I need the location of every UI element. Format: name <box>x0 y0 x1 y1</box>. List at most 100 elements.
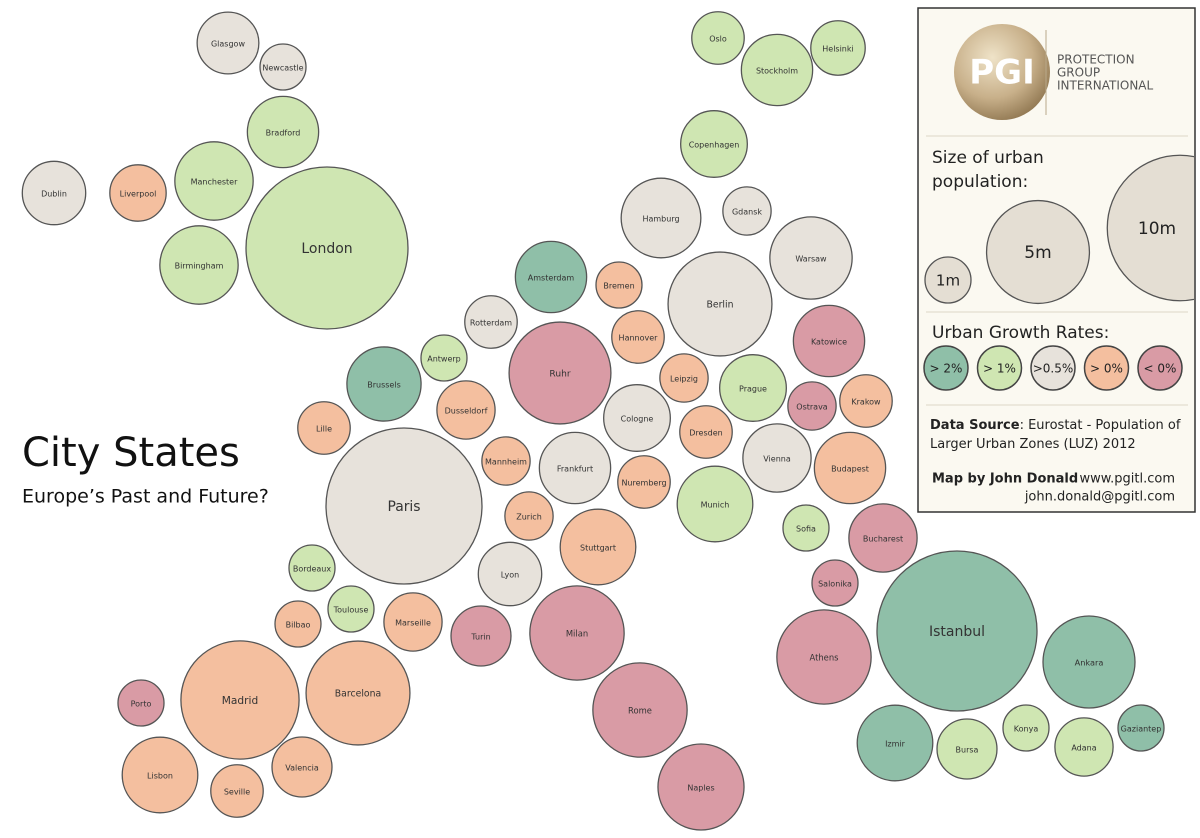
city-label: Barcelona <box>335 689 381 700</box>
email: john.donald@pgitl.com <box>1024 490 1175 505</box>
city-bubble <box>680 110 748 178</box>
size-swatch <box>985 199 1091 305</box>
city-label: Hannover <box>619 334 659 343</box>
city-label: Lyon <box>501 571 519 580</box>
city-label: Bradford <box>266 129 301 138</box>
city-bubble <box>810 20 866 76</box>
city-bubbles: Glasgow Newcastle Bradford Dublin Liverpool M… <box>21 11 1165 831</box>
city-bubble <box>742 423 812 493</box>
city-bubble <box>514 240 588 314</box>
growth-title: Urban Growth Rates: <box>932 323 1109 343</box>
city-bubble <box>776 609 872 705</box>
credit: Map by John Donald <box>932 472 1078 487</box>
growth-swatch <box>1137 345 1183 391</box>
size-title-box: Size of urban population: <box>932 148 1044 192</box>
size-label: 5m <box>1024 243 1051 263</box>
city-bubble <box>603 384 671 452</box>
source-label: Data Source <box>930 418 1020 433</box>
city-label: Hamburg <box>642 215 679 224</box>
city-label: Leipzig <box>670 375 698 384</box>
city-label: Bordeaux <box>293 565 332 574</box>
logo-mark: PGI <box>969 53 1034 93</box>
city-label: Toulouse <box>333 606 369 615</box>
city-bubble <box>848 503 918 573</box>
city-bubble <box>620 177 702 259</box>
city-label: Milan <box>566 629 588 639</box>
city-label: Newcastle <box>262 64 303 73</box>
city-label: Berlin <box>707 300 734 311</box>
source: Data Source: Eurostat - Population of La… <box>930 416 1188 454</box>
city-label: Porto <box>131 700 152 709</box>
logo-name: PROTECTION <box>1057 53 1135 67</box>
city-bubble <box>839 374 893 428</box>
city-bubble <box>659 353 709 403</box>
city-label: Budapest <box>831 465 869 474</box>
legend: PGI PROTECTION GROUP INTERNATIONAL Size … <box>917 7 1196 513</box>
city-bubble <box>722 186 772 236</box>
city-label: Bursa <box>956 746 979 755</box>
city-label: Munich <box>701 501 730 510</box>
growth-legend: > 2% > 1% >0.5% > 0% < 0% <box>923 345 1183 391</box>
city-bubble <box>346 346 422 422</box>
city-label: Istanbul <box>929 624 985 640</box>
logo-emblem <box>954 24 1050 120</box>
city-label: Ruhr <box>549 370 570 380</box>
city-bubble <box>210 764 264 818</box>
city-label: Warsaw <box>795 255 827 264</box>
city-label: Athens <box>810 653 839 663</box>
city-bubble <box>274 600 322 648</box>
website: www.pgitl.com <box>1079 472 1175 487</box>
city-bubble <box>782 504 830 552</box>
growth-label: >0.5% <box>1033 362 1074 376</box>
city-label: Seville <box>224 788 250 797</box>
city-bubble <box>769 216 853 300</box>
city-bubble <box>611 310 665 364</box>
city-label: Dublin <box>41 190 67 199</box>
city-bubble <box>1042 615 1136 709</box>
city-bubble <box>109 164 167 222</box>
city-bubble <box>1054 717 1114 777</box>
city-label: Sofia <box>796 525 816 534</box>
city-label: Rome <box>628 706 652 716</box>
city-bubble <box>121 736 199 814</box>
city-bubble <box>297 401 351 455</box>
city-label: Naples <box>687 784 714 793</box>
city-label: Madrid <box>222 695 258 707</box>
growth-label: > 0% <box>1090 362 1123 376</box>
city-label: Brussels <box>367 381 401 390</box>
city-bubble <box>1002 704 1050 752</box>
city-bubble <box>245 166 409 330</box>
size-legend: 1m 5m 10m <box>924 154 1194 305</box>
city-label: Helsinki <box>822 45 853 54</box>
city-label: Gaziantep <box>1121 725 1162 734</box>
growth-label: > 2% <box>930 362 963 376</box>
city-bubble <box>691 11 745 65</box>
title: City States <box>22 430 240 476</box>
city-label: London <box>301 241 352 257</box>
city-label: Ankara <box>1075 658 1104 668</box>
city-bubble <box>856 704 934 782</box>
city-bubble <box>481 436 531 486</box>
growth-label: < 0% <box>1144 362 1177 376</box>
city-bubble <box>436 380 496 440</box>
city-label: Ostrava <box>796 403 828 412</box>
city-label: Prague <box>739 385 767 394</box>
city-bubble <box>592 662 688 758</box>
city-bubble <box>464 295 518 349</box>
city-bubble <box>617 455 671 509</box>
city-bubble <box>504 491 554 541</box>
city-label: Krakow <box>851 398 881 407</box>
growth-swatch <box>976 345 1023 391</box>
city-bubble <box>21 160 87 226</box>
city-label: Lille <box>316 425 332 434</box>
city-label: Bucharest <box>863 535 903 544</box>
city-label: Liverpool <box>120 190 157 199</box>
city-bubble <box>811 559 859 607</box>
size-label: 1m <box>936 272 960 290</box>
city-bubble <box>288 544 336 592</box>
city-label: Antwerp <box>427 355 461 364</box>
city-bubble <box>667 251 773 357</box>
city-label: Turin <box>470 633 490 642</box>
